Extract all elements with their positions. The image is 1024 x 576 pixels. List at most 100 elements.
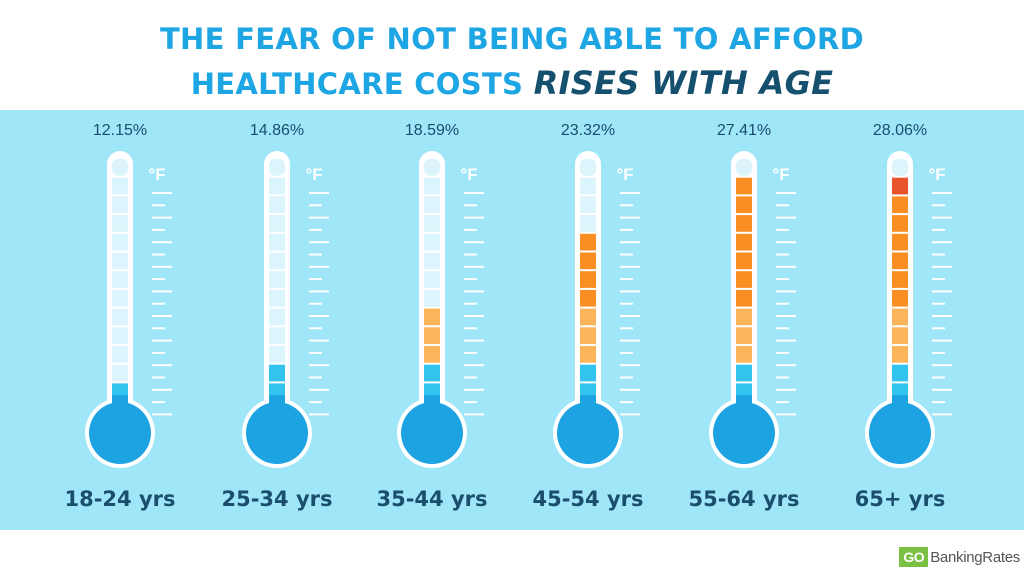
scale-tick [309,302,322,305]
thermometer-empty-segment [269,308,285,326]
thermometer-filled-segment [580,233,596,251]
scale-tick [309,192,329,194]
scale-tick [932,388,952,391]
scale-tick [932,364,952,367]
scale-tick [309,339,329,342]
scale-symbol: °F [772,165,789,184]
thermometer-filled-segment [736,196,752,214]
thermometer-filled-segment [580,346,596,363]
scale-tick [620,204,633,207]
scale-tick [620,228,633,231]
scale-tick [152,265,172,268]
scale-tick [932,278,945,281]
scale-tick [309,216,329,219]
scale-tick [152,290,172,293]
scale-tick [620,315,640,317]
scale-tick [932,351,945,354]
value-label: 23.32% [561,122,615,139]
thermometer-filled-segment [892,346,908,363]
thermometer-bulb [246,402,308,464]
thermometer-empty-segment [269,289,285,307]
scale-tick [932,413,952,416]
scale-tick [932,216,952,219]
thermometer-filled-segment [424,346,440,363]
scale-tick [620,351,633,354]
scale-tick [464,376,477,379]
thermometer-empty-segment [112,327,128,344]
thermometer-filled-segment [892,252,908,270]
scale-tick [152,376,165,379]
value-label: 12.15% [93,122,147,139]
thermometer-filled-segment [580,252,596,270]
category-label: 25-34 yrs [221,487,332,511]
thermometer-filled-segment [736,346,752,363]
scale-tick [620,401,633,404]
thermometer-empty-segment [112,196,128,214]
scale-tick [309,204,322,207]
scale-tick [464,278,477,281]
scale-tick [776,253,789,256]
scale-tick [620,302,633,305]
thermometer-filled-segment [269,364,285,382]
thermometer-filled-segment [892,215,908,232]
scale-tick [152,327,165,330]
thermometer-filled-segment [580,364,596,382]
thermometer-empty-segment [112,233,128,251]
thermometer-empty-segment [112,252,128,270]
scale-tick [309,364,329,367]
thermometer-filled-segment [736,308,752,326]
scale-tick [464,388,484,391]
scale-tick [464,315,484,317]
thermometer-empty-segment [112,308,128,326]
thermometer-filled-segment [736,215,752,232]
scale-tick [776,192,796,194]
thermometer-filled-segment [892,308,908,326]
value-label: 18.59% [405,122,459,139]
scale-tick [309,376,322,379]
scale-tick [152,278,165,281]
thermometer-empty-segment [269,159,285,176]
thermometer-empty-segment [112,346,128,363]
scale-tick [309,388,329,391]
scale-symbol: °F [148,165,165,184]
value-label: 27.41% [717,122,771,139]
thermometer-filled-segment [580,271,596,288]
scale-tick [932,265,952,268]
thermometer-filled-segment [424,364,440,382]
thermometer-filled-segment [736,177,752,195]
scale-tick [309,413,329,416]
scale-tick [464,339,484,342]
scale-tick [776,401,789,404]
thermometer-stem [892,395,908,420]
scale-tick [776,413,796,416]
scale-tick [776,216,796,219]
scale-tick [309,315,329,317]
scale-tick [464,192,484,194]
scale-tick [152,315,172,317]
thermometer-stem [580,395,596,420]
scale-tick [776,388,796,391]
scale-tick [464,327,477,330]
thermometer-empty-segment [424,252,440,270]
scale-tick [309,228,322,231]
category-label: 18-24 yrs [64,487,175,511]
thermometer-empty-segment [269,215,285,232]
scale-tick [620,253,633,256]
scale-tick [776,315,796,317]
scale-tick [620,216,640,219]
scale-tick [309,290,329,293]
thermometer-empty-segment [269,177,285,195]
value-label: 28.06% [873,122,927,139]
scale-tick [152,253,165,256]
thermometer-empty-segment [736,159,752,176]
thermometer-filled-segment [580,289,596,307]
thermometer-filled-segment [892,177,908,195]
scale-tick [309,351,322,354]
thermometer-stem [736,395,752,420]
thermometer-bulb [89,402,151,464]
scale-tick [932,204,945,207]
scale-tick [152,388,172,391]
thermometer-empty-segment [580,215,596,232]
scale-tick [464,290,484,293]
thermometer-empty-segment [424,215,440,232]
